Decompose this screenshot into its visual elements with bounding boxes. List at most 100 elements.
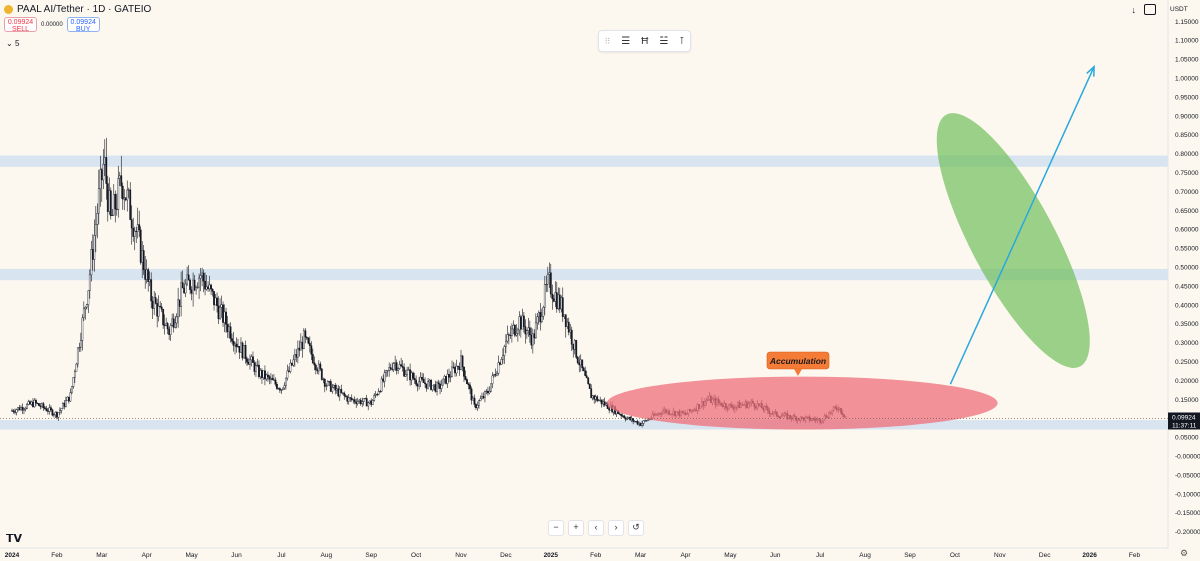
candle-body <box>156 303 159 317</box>
candle-body <box>594 396 597 400</box>
candle-body <box>380 378 383 392</box>
candle-body <box>383 372 386 382</box>
candle-body <box>502 355 504 360</box>
candle-body <box>537 312 540 317</box>
zone-band-0 <box>0 155 1168 167</box>
volume-toggle[interactable]: ⌄ 5 <box>6 39 19 48</box>
candle-body <box>597 400 600 402</box>
candle-body <box>542 307 545 317</box>
candle-body <box>482 395 485 398</box>
buy-button[interactable]: 0.09924 BUY <box>66 17 100 33</box>
time-tick-label: Feb <box>1129 552 1141 559</box>
price-axis: 1.15000 1.10000 1.05000 1.00000 0.95000 0.900… <box>1175 19 1200 536</box>
candle-body <box>370 400 373 405</box>
candle-body <box>79 340 82 348</box>
candle-body <box>442 378 444 386</box>
candle-body <box>81 317 84 341</box>
candle-body <box>11 410 13 412</box>
candle-body <box>513 324 516 336</box>
candle-body <box>493 374 495 377</box>
download-icon[interactable]: ↓ <box>1131 4 1137 15</box>
date-range-icon[interactable]: Ħ <box>641 35 649 47</box>
candle-body <box>270 377 272 380</box>
candle-body <box>418 381 420 387</box>
price-range-icon[interactable]: ☱ <box>659 35 669 47</box>
candle-body <box>476 405 479 408</box>
candle-body <box>522 315 525 327</box>
candle-body <box>196 286 199 288</box>
candle-body <box>352 399 355 401</box>
time-tick-label: 2024 <box>5 552 20 559</box>
candle-body <box>54 412 57 415</box>
candle-body <box>404 374 407 377</box>
candle-body <box>335 388 338 391</box>
price-tick-label: 0.40000 <box>1175 302 1199 309</box>
candle-body <box>299 341 302 351</box>
scroll-right-button[interactable]: › <box>608 520 624 536</box>
long-position-icon[interactable]: ☰ <box>621 35 631 47</box>
candle-body <box>130 219 133 229</box>
candle-body <box>114 194 117 210</box>
candle-body <box>645 420 648 422</box>
currency-label[interactable]: USDT <box>1170 6 1188 13</box>
candle-body <box>349 397 352 399</box>
zoom-in-button[interactable]: + <box>568 520 584 536</box>
price-tick-label: 0.95000 <box>1175 94 1199 101</box>
candle-body <box>184 283 187 294</box>
candle-body <box>533 333 536 339</box>
candle-body <box>500 359 503 365</box>
candle-body <box>17 407 19 410</box>
candle-body <box>199 275 202 279</box>
candle-body <box>26 404 28 409</box>
chevron-down-icon: ⌄ <box>6 39 13 48</box>
candle-body <box>265 374 268 380</box>
candle-body <box>570 329 573 345</box>
candle-body <box>295 354 298 358</box>
candle-body <box>344 395 347 397</box>
scroll-left-button[interactable]: ‹ <box>588 520 604 536</box>
candle-body <box>60 408 63 411</box>
fullscreen-icon[interactable] <box>1144 4 1156 15</box>
candle-body <box>30 401 33 405</box>
candle-body <box>186 274 189 285</box>
reset-chart-button[interactable]: ↺ <box>628 520 644 536</box>
candle-body <box>642 420 645 424</box>
candle-body <box>401 365 404 368</box>
candle-body <box>84 307 87 310</box>
time-tick-label: Jun <box>231 552 242 559</box>
candle-body <box>277 388 280 390</box>
candle-body <box>141 250 144 263</box>
drag-handle-icon[interactable]: ⠿ <box>604 36 611 46</box>
candle-body <box>410 372 413 381</box>
time-tick-label: Oct <box>411 552 421 559</box>
candle-body <box>449 376 452 378</box>
candle-body <box>234 343 236 346</box>
candle-body <box>481 395 483 400</box>
sell-button[interactable]: 0.09924 SELL <box>4 17 37 33</box>
candle-body <box>201 272 203 276</box>
candle-body <box>205 286 208 290</box>
target-zone-ellipse <box>936 113 1090 368</box>
tradingview-logo-icon[interactable]: 𝗧𝗩 <box>6 533 23 545</box>
candle-body <box>72 377 75 387</box>
candle-body <box>180 282 183 307</box>
candle-body <box>627 416 630 419</box>
candle-body <box>192 279 194 294</box>
candle-body <box>467 383 470 386</box>
chart-navigation: − + ‹ › ↺ <box>548 520 644 536</box>
candle-body <box>305 336 308 339</box>
candle-body <box>507 334 510 336</box>
settings-gear-icon[interactable]: ⚙ <box>1180 548 1189 558</box>
trade-panel: 0.09924 SELL 0.00000 0.09924 BUY <box>4 17 100 33</box>
zoom-out-button[interactable]: − <box>548 520 564 536</box>
candle-body <box>347 397 350 402</box>
candle-body <box>82 308 85 319</box>
candle-body <box>392 363 395 370</box>
candle-body <box>246 358 248 363</box>
candle-body <box>490 383 492 392</box>
measure-icon[interactable]: ⊺ <box>679 35 685 47</box>
candle-body <box>516 329 519 334</box>
symbol-header[interactable]: PAAL AI/Tether · 1D · GATEIO <box>4 4 151 15</box>
candle-body <box>398 364 401 369</box>
